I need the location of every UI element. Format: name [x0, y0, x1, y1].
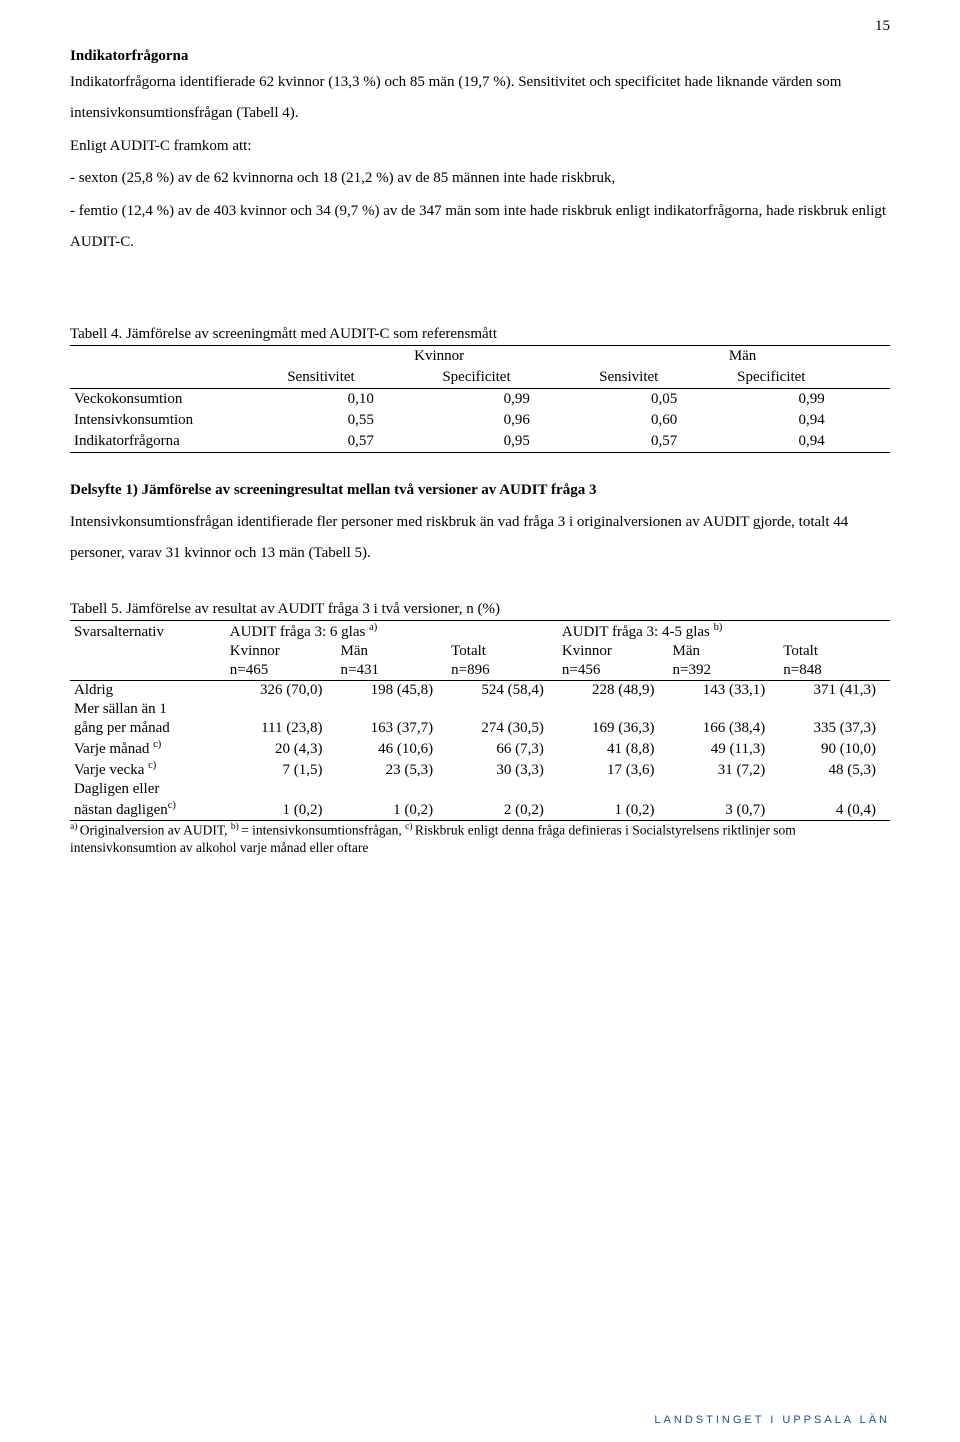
table4-cell: 0,99: [438, 388, 595, 410]
table5-cell: 166 (38,4): [669, 719, 780, 738]
table5-n-1: n=431: [336, 661, 447, 681]
page-number: 15: [875, 18, 890, 35]
table5-header-g2-sup: b): [714, 622, 723, 633]
paragraph-2-item-1: - sexton (25,8 %) av de 62 kvinnorna och…: [70, 163, 890, 194]
table5-cell: 48 (5,3): [779, 759, 890, 780]
table4-row-label: Veckokonsumtion: [70, 388, 283, 410]
table5-cell: 31 (7,2): [669, 759, 780, 780]
footer-stamp: LANDSTINGET I UPPSALA LÄN: [654, 1414, 890, 1426]
table5-row-label: nästan dagligenc): [70, 799, 226, 821]
table4-cell: 0,05: [595, 388, 733, 410]
table5-cell: 163 (37,7): [336, 719, 447, 738]
table4-cell: 0,57: [595, 431, 733, 453]
table4-cell: 0,95: [438, 431, 595, 453]
table4-row-label: Indikatorfrågorna: [70, 431, 283, 453]
paragraph-2-lead: Enligt AUDIT-C framkom att:: [70, 131, 890, 162]
table5-header-g1: AUDIT fråga 3: 6 glas: [230, 624, 369, 640]
table4-cell: 0,96: [438, 410, 595, 431]
table5-row-label: Mer sällan än 1: [70, 700, 890, 719]
table5-cell: 4 (0,4): [779, 799, 890, 821]
table5-n-2: n=896: [447, 661, 558, 681]
table5-subhead-2: Totalt: [447, 642, 558, 661]
table5-row-label: Varje vecka c): [70, 759, 226, 780]
table5-cell: 1 (0,2): [558, 799, 669, 821]
table5-cell: 20 (4,3): [226, 738, 337, 759]
table5-cell: 274 (30,5): [447, 719, 558, 738]
table5-cell: 7 (1,5): [226, 759, 337, 780]
table5-cell: 169 (36,3): [558, 719, 669, 738]
table5-cell: 30 (3,3): [447, 759, 558, 780]
table4-cell: 0,94: [733, 410, 890, 431]
table5-subhead-0: Kvinnor: [226, 642, 337, 661]
table5-cell: 23 (5,3): [336, 759, 447, 780]
table4-cell: 0,10: [283, 388, 438, 410]
table5-cell: 143 (33,1): [669, 680, 780, 700]
table4-cell: 0,55: [283, 410, 438, 431]
table5-cell: 111 (23,8): [226, 719, 337, 738]
table4-subhead-2: Sensivitet: [595, 367, 733, 389]
table5-cell: 1 (0,2): [336, 799, 447, 821]
table5-subhead-1: Män: [336, 642, 447, 661]
table5-subhead-5: Totalt: [779, 642, 890, 661]
table5-cell: 90 (10,0): [779, 738, 890, 759]
table4-group-man: Män: [595, 346, 890, 367]
table4-subhead-1: Specificitet: [438, 367, 595, 389]
table5-cell: 326 (70,0): [226, 680, 337, 700]
table5-caption: Tabell 5. Jämförelse av resultat av AUDI…: [70, 599, 890, 621]
table5-cell: 17 (3,6): [558, 759, 669, 780]
table5-cell: 2 (0,2): [447, 799, 558, 821]
table5-subhead-3: Kvinnor: [558, 642, 669, 661]
table5-n-5: n=848: [779, 661, 890, 681]
table5-cell: 41 (8,8): [558, 738, 669, 759]
table4-cell: 0,57: [283, 431, 438, 453]
table4-group-kvinnor: Kvinnor: [283, 346, 595, 367]
table5-cell: 228 (48,9): [558, 680, 669, 700]
table5-row-label: Varje månad c): [70, 738, 226, 759]
table5-n-0: n=465: [226, 661, 337, 681]
table5-header-label: Svarsalternativ: [70, 621, 226, 642]
table5: Svarsalternativ AUDIT fråga 3: 6 glas a)…: [70, 621, 890, 821]
table4-cell: 0,94: [733, 431, 890, 453]
table5-n-3: n=456: [558, 661, 669, 681]
delsyfte-heading: Delsyfte 1) Jämförelse av screeningresul…: [70, 475, 890, 506]
table5-footnote: a) Originalversion av AUDIT, b) = intens…: [70, 821, 890, 858]
table5-row-label: gång per månad: [70, 719, 226, 738]
table5-cell: 335 (37,3): [779, 719, 890, 738]
table4: Kvinnor Män Sensitivitet Specificitet Se…: [70, 346, 890, 453]
table5-cell: 198 (45,8): [336, 680, 447, 700]
delsyfte-paragraph: Intensivkonsumtionsfrågan identifierade …: [70, 507, 890, 569]
table5-cell: 49 (11,3): [669, 738, 780, 759]
table5-cell: 524 (58,4): [447, 680, 558, 700]
table4-caption: Tabell 4. Jämförelse av screeningmått me…: [70, 324, 890, 346]
table5-row-label: Aldrig: [70, 680, 226, 700]
table5-header-g1-sup: a): [369, 622, 377, 633]
table5-subhead-4: Män: [669, 642, 780, 661]
paragraph-2-item-2: - femtio (12,4 %) av de 403 kvinnor och …: [70, 196, 890, 258]
table4-subhead-3: Specificitet: [733, 367, 890, 389]
paragraph-1: Indikatorfrågorna identifierade 62 kvinn…: [70, 67, 890, 129]
table5-cell: 371 (41,3): [779, 680, 890, 700]
table4-cell: 0,60: [595, 410, 733, 431]
table5-cell: 46 (10,6): [336, 738, 447, 759]
table5-cell: 1 (0,2): [226, 799, 337, 821]
table5-n-4: n=392: [669, 661, 780, 681]
table4-row-label: Intensivkonsumtion: [70, 410, 283, 431]
table4-cell: 0,99: [733, 388, 890, 410]
table5-cell: 66 (7,3): [447, 738, 558, 759]
table4-subhead-0: Sensitivitet: [283, 367, 438, 389]
table5-header-g2: AUDIT fråga 3: 4-5 glas: [562, 624, 714, 640]
table5-cell: 3 (0,7): [669, 799, 780, 821]
table5-row-label: Dagligen eller: [70, 780, 890, 799]
heading-indikator: Indikatorfrågorna: [70, 48, 890, 65]
